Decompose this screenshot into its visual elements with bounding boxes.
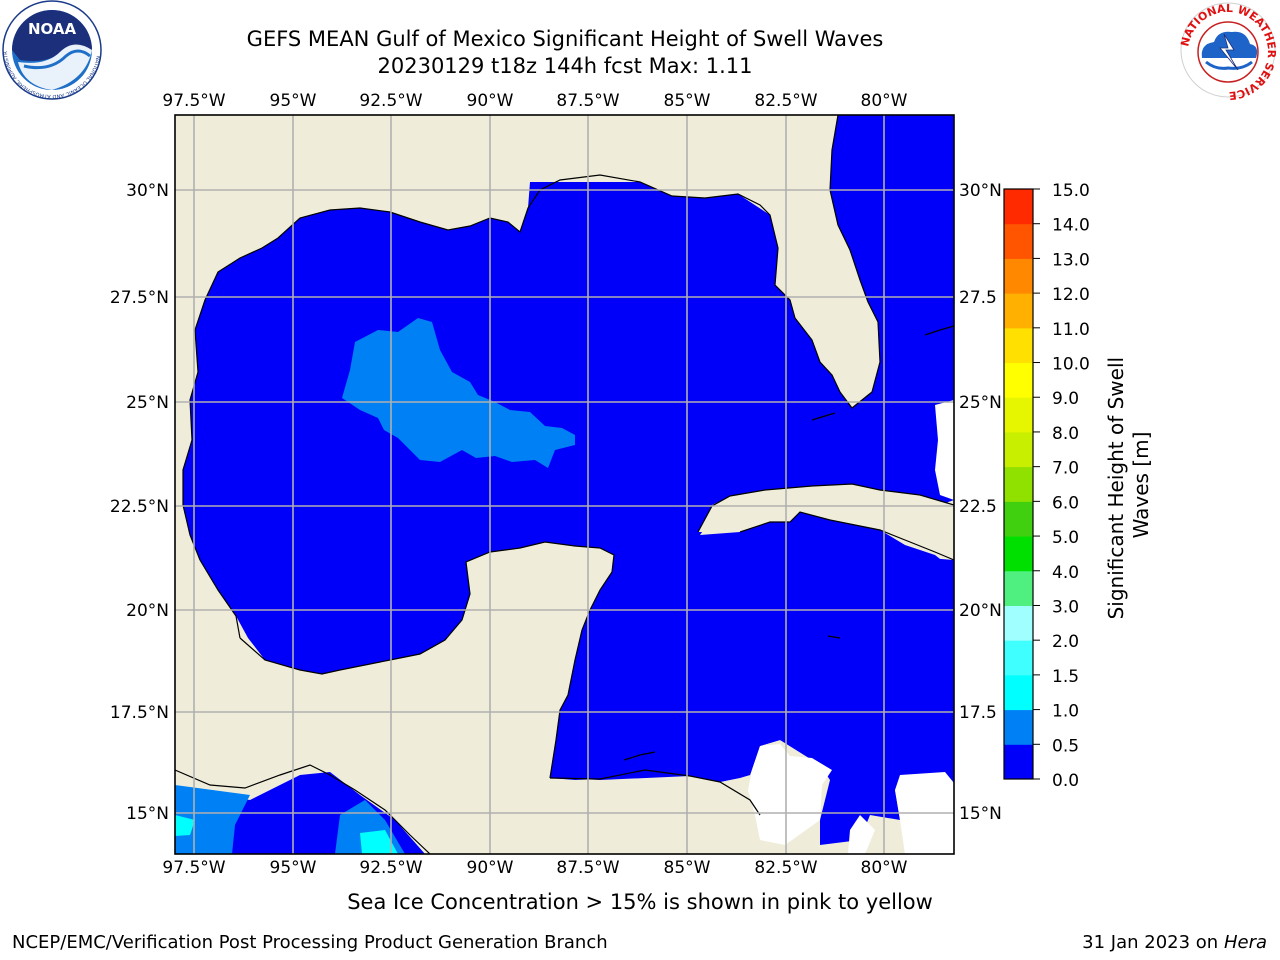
colorbar-swatch: [1004, 397, 1033, 433]
nws-logo: NATIONAL WEATHER SERVICE: [1178, 2, 1278, 102]
lat-label-left: 22.5°N: [110, 497, 169, 517]
colorbar-tick-label: 14.0: [1052, 216, 1090, 236]
lon-labels-top: 97.5°W 95°W 92.5°W 90°W 87.5°W 85°W 82.5°W 80°W: [162, 91, 907, 111]
lat-label-left: 30°N: [126, 181, 169, 201]
noaa-wordmark: NOAA: [28, 20, 77, 38]
lat-label-right: 17.5: [959, 703, 997, 723]
lat-label-left: 27.5°N: [110, 288, 169, 308]
lon-label-bottom: 85°W: [664, 858, 711, 878]
colorbar-swatch: [1004, 640, 1033, 676]
lon-label-top: 95°W: [270, 91, 317, 111]
chart-title: GEFS MEAN Gulf of Mexico Significant Hei…: [246, 27, 884, 51]
chart-subtitle: 20230129 t18z 144h fcst Max: 1.11: [377, 54, 753, 78]
colorbar-tick-label: 1.5: [1052, 667, 1079, 687]
colorbar-swatch: [1004, 189, 1033, 225]
footer-date-text: 31 Jan 2023 on: [1082, 932, 1224, 953]
lat-labels-left: 30°N 27.5°N 25°N 22.5°N 20°N 17.5°N 15°N: [110, 181, 169, 824]
footer-host: Hera: [1223, 932, 1267, 953]
colorbar-swatch: [1004, 327, 1033, 364]
lon-label-top: 92.5°W: [359, 91, 422, 111]
colorbar-tick-label: 10.0: [1052, 355, 1090, 375]
footer-credit: NCEP/EMC/Verification Post Processing Pr…: [12, 932, 608, 953]
caribbean-water: [556, 540, 954, 845]
lon-label-top: 90°W: [467, 91, 514, 111]
lon-label-bottom: 82.5°W: [754, 858, 817, 878]
lon-label-top: 87.5°W: [556, 91, 619, 111]
lon-label-top: 85°W: [664, 91, 711, 111]
lon-labels-bottom: 97.5°W 95°W 92.5°W 90°W 87.5°W 85°W 82.5°W 80°W: [162, 858, 907, 878]
colorbar-swatch: [1004, 605, 1033, 641]
lat-label-right: 30°N: [959, 181, 1002, 201]
colorbar-tick-label: 13.0: [1052, 250, 1090, 270]
pacific-swell-cyan-2: [360, 830, 398, 854]
sea-ice-caption: Sea Ice Concentration > 15% is shown in …: [347, 890, 933, 914]
graticule: [175, 115, 954, 854]
atlantic-water: [840, 115, 954, 500]
lon-label-top: 80°W: [861, 91, 908, 111]
cuba-island: [698, 484, 954, 560]
lat-label-left: 15°N: [126, 804, 169, 824]
lat-label-right: 27.5: [959, 288, 997, 308]
colorbar-swatch: [1004, 431, 1033, 468]
pacific-swell-cyan: [175, 815, 195, 836]
colorbar-swatch: [1004, 362, 1033, 398]
missing-cells: [748, 744, 832, 845]
colorbar-tick-label: 1.0: [1052, 702, 1079, 722]
colorbar-swatch: [1004, 709, 1033, 745]
colorbar-label-line2: Waves [m]: [1129, 432, 1153, 539]
lon-label-bottom: 95°W: [270, 858, 317, 878]
swell-patch-mid: [342, 318, 575, 468]
lon-label-bottom: 87.5°W: [556, 858, 619, 878]
colorbar-tick-label: 2.0: [1052, 632, 1079, 652]
lat-label-right: 22.5: [959, 497, 997, 517]
lat-label-left: 25°N: [126, 393, 169, 413]
colorbar-tick-label: 11.0: [1052, 320, 1090, 340]
colorbar: [1004, 189, 1033, 780]
colorbar-swatch: [1004, 674, 1033, 711]
lon-label-top: 97.5°W: [162, 91, 225, 111]
florida-peninsula: [770, 115, 880, 408]
colorbar-swatch: [1004, 536, 1033, 572]
colorbar-swatch: [1004, 466, 1033, 502]
footer-date: 31 Jan 2023 on Hera: [1082, 932, 1267, 953]
colorbar-tick-label: 0.0: [1052, 771, 1079, 791]
colorbar-tick-label: 0.5: [1052, 736, 1079, 756]
colorbar-tick-label: 8.0: [1052, 424, 1079, 444]
map-frame: [174, 114, 955, 855]
noaa-logo: NOAA NATIONAL OCEANIC AND ATMOSPHERIC AD…: [0, 0, 102, 100]
colorbar-swatch: [1004, 570, 1033, 606]
lat-label-right: 20°N: [959, 601, 1002, 621]
colorbar-swatch: [1004, 293, 1033, 329]
lat-label-left: 20°N: [126, 601, 169, 621]
lat-label-right: 15°N: [959, 804, 1002, 824]
colorbar-swatch: [1004, 223, 1033, 259]
colorbar-tick-label: 7.0: [1052, 459, 1079, 479]
colorbar-tick-label: 6.0: [1052, 493, 1079, 513]
colorbar-frame: [1003, 188, 1034, 780]
lon-label-bottom: 92.5°W: [359, 858, 422, 878]
colorbar-swatch: [1004, 501, 1033, 537]
colorbar-tick-label: 4.0: [1052, 563, 1079, 583]
lat-labels-right: 30°N 27.5 25°N 22.5 20°N 17.5 15°N: [959, 181, 1002, 824]
lon-label-bottom: 80°W: [861, 858, 908, 878]
colorbar-tick-label: 12.0: [1052, 285, 1090, 305]
colorbar-label-line1: Significant Height of Swell: [1104, 357, 1128, 619]
colorbar-tick-label: 5.0: [1052, 528, 1079, 548]
colorbar-tick-label: 15.0: [1052, 181, 1090, 201]
colorbar-tick-label: 3.0: [1052, 597, 1079, 617]
colorbar-swatch: [1004, 258, 1033, 294]
lon-label-bottom: 90°W: [467, 858, 514, 878]
lat-label-right: 25°N: [959, 393, 1002, 413]
colorbar-tick-label: 9.0: [1052, 389, 1079, 409]
colorbar-swatch: [1004, 744, 1033, 780]
lat-label-left: 17.5°N: [110, 703, 169, 723]
lon-label-bottom: 97.5°W: [162, 858, 225, 878]
colorbar-ticks: 0.0 0.5 1.0 1.5 2.0 3.0 4.0 5.0 6.0 7.0 8.0 9.0 10.0…: [1033, 181, 1090, 791]
colorbar-label: Significant Height of Swell Waves [m]: [1104, 351, 1153, 620]
lon-label-top: 82.5°W: [754, 91, 817, 111]
